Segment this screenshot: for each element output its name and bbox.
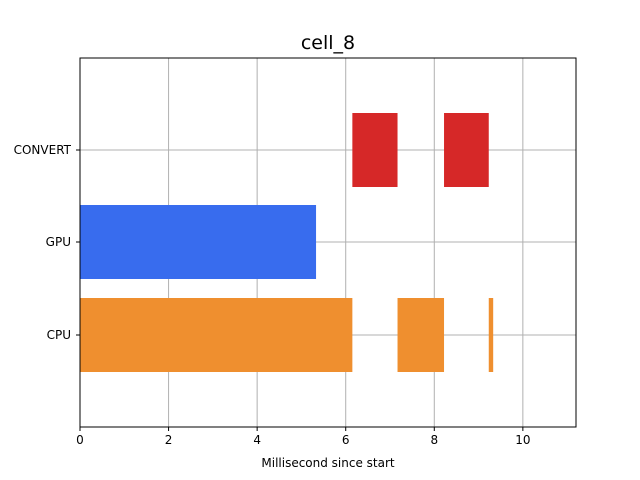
- x-tick-label: 8: [430, 433, 438, 447]
- x-axis-ticks: 0 2 4 6 8 10: [76, 427, 530, 447]
- bar-segment-cpu: [80, 298, 353, 372]
- y-tick-label: CONVERT: [14, 143, 72, 157]
- y-tick-label: GPU: [46, 235, 71, 249]
- bar-segment-convert: [352, 113, 398, 187]
- x-axis-label: Millisecond since start: [261, 456, 395, 470]
- bars: [80, 113, 494, 372]
- x-tick-label: 10: [515, 433, 530, 447]
- bar-segment-cpu: [397, 298, 445, 372]
- bar-segment-cpu: [488, 298, 494, 372]
- chart-title: cell_8: [301, 32, 355, 54]
- x-tick-label: 2: [165, 433, 173, 447]
- x-tick-label: 0: [76, 433, 84, 447]
- y-tick-label: CPU: [47, 328, 71, 342]
- bar-segment-convert: [444, 113, 489, 187]
- bar-segment-gpu: [80, 205, 317, 279]
- x-tick-label: 6: [342, 433, 350, 447]
- y-axis-ticks: CPU GPU CONVERT: [14, 143, 80, 342]
- x-tick-label: 4: [253, 433, 261, 447]
